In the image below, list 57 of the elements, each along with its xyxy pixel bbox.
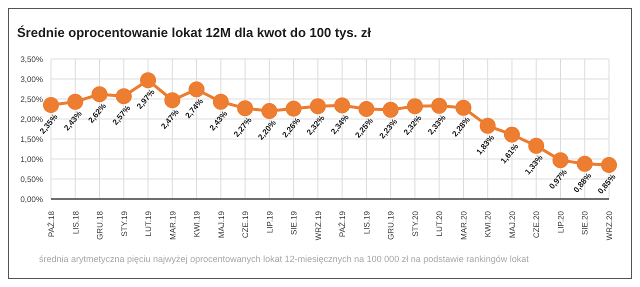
x-tick-label: LIP.19 [265, 210, 274, 234]
point [67, 94, 84, 110]
y-tick-label: 1,00% [20, 154, 43, 164]
y-tick-label: 0,00% [20, 194, 43, 204]
x-tick-label: LIS.19 [362, 210, 372, 234]
point [504, 126, 520, 143]
x-tick-label: SIE.19 [290, 210, 299, 236]
point [431, 98, 448, 114]
y-tick-label: 1,50% [20, 134, 43, 144]
point [358, 101, 374, 117]
point [576, 156, 593, 172]
x-tick-label: PAŹ.18 [47, 210, 56, 238]
x-tick-label: MAR.20 [459, 210, 468, 240]
point [310, 98, 326, 114]
point [140, 72, 156, 88]
point [286, 100, 302, 117]
chart-title: Średnie oprocentowanie lokat 12M dla kwot do 100 tys. zł [17, 25, 371, 40]
x-tick-label: STY.20 [410, 210, 420, 237]
x-tick-label: LIS.18 [71, 210, 80, 234]
x-tick-label: LIP.20 [556, 210, 566, 234]
x-tick-label: WRZ.19 [314, 210, 323, 240]
x-tick-label: CZE.20 [532, 210, 542, 238]
x-tick-label: STY.19 [120, 210, 129, 237]
y-tick-label: 3,50% [20, 54, 43, 64]
point [92, 86, 108, 102]
x-tick-label: WRZ.20 [605, 210, 614, 240]
x-tick-label: LUT.20 [435, 210, 444, 236]
point [528, 138, 544, 154]
x-tick-label: CZE.19 [241, 210, 250, 238]
text: średnia arytmetyczna pięciu najwyżej oprocentowanych lokat 12-miesięcznych na 100 000 zł na podstawie rankingów lokat [39, 253, 530, 265]
x-tick-label: PAŹ.19 [338, 210, 348, 238]
point [164, 92, 180, 108]
point [188, 81, 205, 98]
x-tick-label: SIE.20 [580, 210, 590, 236]
y-tick-label: 2,50% [20, 94, 43, 104]
point [601, 157, 617, 173]
point [237, 100, 254, 116]
point [261, 103, 278, 119]
point [212, 94, 229, 110]
point [334, 97, 350, 114]
x-tick-label: MAJ.20 [508, 210, 517, 238]
point [406, 98, 423, 114]
y-tick-label: 3,00% [20, 74, 43, 84]
point [116, 88, 132, 104]
x-tick-label: KWI.19 [192, 210, 202, 238]
point [43, 97, 59, 113]
x-tick-label: KWI.20 [484, 210, 493, 238]
point [382, 102, 399, 118]
point [552, 152, 568, 168]
x-tick-label: GRU.19 [386, 210, 396, 240]
x-tick-label: MAJ.19 [216, 210, 226, 238]
x-tick-label: GRU.18 [96, 210, 105, 240]
x-tick-label: LUT.19 [144, 210, 154, 236]
point [480, 118, 496, 134]
y-tick-label: 0,50% [20, 174, 43, 184]
point [455, 100, 472, 116]
x-tick-label: MAR.19 [168, 210, 178, 240]
